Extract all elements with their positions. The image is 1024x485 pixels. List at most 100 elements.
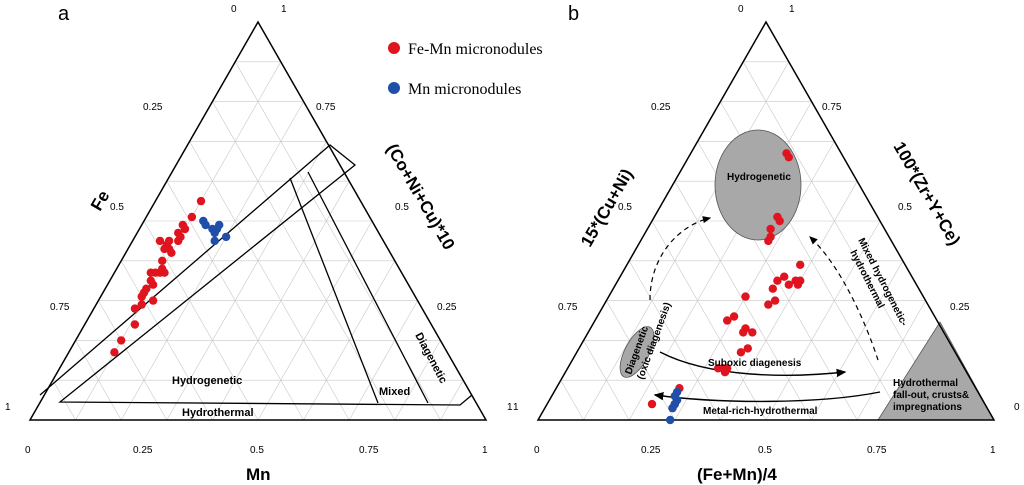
fe-mn-micronodule-point [718, 364, 727, 373]
legend-fe-mn-marker [388, 42, 400, 54]
panel-b-bottom-tick-5: 1 [990, 445, 996, 456]
grid-line [856, 300, 926, 421]
panel-b-left-tick-3: 0.75 [558, 302, 578, 313]
panel-a-grid [52, 61, 464, 421]
panel-a-left-tick-2: 0.5 [110, 202, 124, 213]
panel-b-points [647, 149, 805, 425]
panel-b-left-tick-1: 0.25 [651, 102, 671, 113]
grid-line [742, 61, 949, 421]
panel-b-arrows [649, 216, 881, 403]
panel-b-hydrogenetic-field [714, 129, 802, 241]
panel-a-frame [28, 20, 488, 421]
panel-b-right-tick-3: 0.25 [950, 302, 970, 313]
panel-b-bottom-tick-2: 0.25 [641, 445, 661, 456]
panel-b-bottom-tick-4: 0.75 [867, 445, 887, 456]
panel-b-bottom-tick-3: 0.5 [758, 445, 772, 456]
panel-b-field-hydrothermal-2: fall-out, crusts& [893, 390, 969, 401]
fe-mn-micronodule-point [148, 280, 158, 289]
panel-b-label: b [568, 3, 579, 25]
fe-mn-micronodule-point [773, 212, 782, 222]
fe-mn-micronodule-point [748, 328, 757, 337]
grid-line [348, 300, 418, 421]
fe-mn-micronodule-point [187, 212, 197, 222]
fe-mn-micronodule-point [796, 260, 805, 269]
fe-mn-micronodule-point [729, 312, 739, 321]
panel-a-field-hydrogenetic: Hydrogenetic [172, 375, 242, 387]
fe-mn-micronodule-point [155, 236, 165, 246]
panel-a-points [110, 196, 231, 357]
mn-micronodule-point [201, 220, 210, 230]
mn-micronodule-point [668, 403, 677, 413]
panel-b-corner-top-right: 1 [789, 4, 795, 15]
fe-mn-micronodule-point [736, 348, 746, 357]
panel-a-left-tick-3: 0.75 [50, 302, 70, 313]
panel-b-arrow-suboxic [659, 351, 847, 378]
fe-mn-micronodule-point [784, 153, 793, 162]
panel-a-right-tick-1: 0.75 [316, 102, 336, 113]
fe-mn-micronodule-point [174, 236, 183, 246]
legend-mn-label: Mn micronodules [408, 81, 521, 98]
mn-micronodule-point [221, 232, 231, 242]
grid-line [166, 141, 327, 421]
panel-b-corner-right: 0 [1014, 402, 1020, 413]
fe-mn-micronodule-point [137, 300, 146, 309]
grid-line [98, 300, 168, 421]
fe-mn-micronodule-point [160, 268, 169, 277]
panel-a-field-diagenetic: Diagenetic [412, 331, 449, 386]
panel-b-left-tick-2: 0.5 [618, 202, 632, 213]
panel-b-arrow-hydrothermal-to-hydrogenetic [809, 236, 879, 361]
grid-line [189, 141, 350, 421]
grid-line [52, 380, 76, 421]
panel-a-bottom-tick-4: 0.75 [359, 445, 379, 456]
fe-mn-micronodule-point [743, 344, 752, 353]
fe-mn-micronodule-point [764, 236, 773, 246]
panel-a-corner-top-left: 0 [231, 4, 237, 15]
fe-mn-micronodule-point [180, 224, 190, 234]
panel-b-field-hydrogenetic: Hydrogenetic [727, 172, 791, 183]
fe-mn-micronodule-point [117, 336, 126, 345]
legend-fe-mn-label: Fe-Mn micronodules [408, 41, 543, 58]
fe-mn-micronodule-point [158, 256, 167, 265]
panel-b-annotation-metal-rich: Metal-rich-hydrothermal [703, 406, 818, 417]
panel-a-right-tick-2: 0.5 [395, 202, 409, 213]
grid-line [143, 220, 259, 421]
fe-mn-micronodule-point [764, 300, 773, 309]
panel-b-annotation-suboxic: Suboxic diagenesis [708, 358, 802, 369]
fe-mn-micronodule-point [784, 280, 793, 289]
panel-b-diagenetic-field [619, 326, 655, 378]
fe-mn-micronodule-point [110, 348, 119, 357]
grid-line [120, 101, 304, 421]
panel-b-bottom-tick-1: 0 [534, 445, 540, 456]
fe-mn-micronodule-point [647, 399, 657, 409]
panel-b-corner-top-left: 0 [738, 4, 744, 15]
panel-a-axis-bottom: Mn [246, 465, 271, 484]
fe-mn-micronodule-point [780, 272, 789, 281]
panel-a-axis-right: (Co+Ni+Cu)*10 [383, 141, 459, 254]
grid-line [651, 220, 767, 421]
fe-mn-micronodule-point [130, 304, 140, 313]
panel-b-right-tick-1: 0.75 [822, 102, 842, 113]
legend: Fe-Mn micronodules Mn micronodules [388, 41, 543, 98]
panel-a-left-tick-1: 0.25 [143, 102, 163, 113]
fe-mn-micronodule-point [164, 244, 174, 254]
panel-b-right-tick-2: 0.5 [898, 202, 912, 213]
panel-b-ternary: b 0 1 1 0 0.25 0.5 0.75 0.75 0.5 0.25 0 … [513, 3, 1020, 484]
panel-b-corner-left: 1 [513, 402, 519, 413]
mn-micronodule-point [210, 236, 219, 246]
fe-mn-micronodule-point [164, 236, 174, 246]
grid-line [674, 141, 835, 421]
fe-mn-micronodule-point [766, 224, 775, 234]
panel-a-field-boundaries [39, 144, 473, 406]
panel-a-right-tick-3: 0.25 [437, 302, 457, 313]
grid-line [257, 220, 373, 421]
panel-a-field-hydrothermal: Hydrothermal [182, 407, 254, 419]
panel-b-axis-bottom: (Fe+Mn)/4 [697, 465, 777, 484]
panel-a-corner-right: 1 [507, 402, 513, 413]
panel-a-bottom-tick-1: 0 [25, 445, 31, 456]
panel-b-field-hydrothermal-1: Hydrothermal [893, 378, 958, 389]
panel-a-bottom-tick-5: 1 [482, 445, 488, 456]
grid-line [560, 380, 584, 421]
mn-micronodule-point [215, 220, 224, 230]
panel-a-field-mixed: Mixed [379, 386, 410, 398]
